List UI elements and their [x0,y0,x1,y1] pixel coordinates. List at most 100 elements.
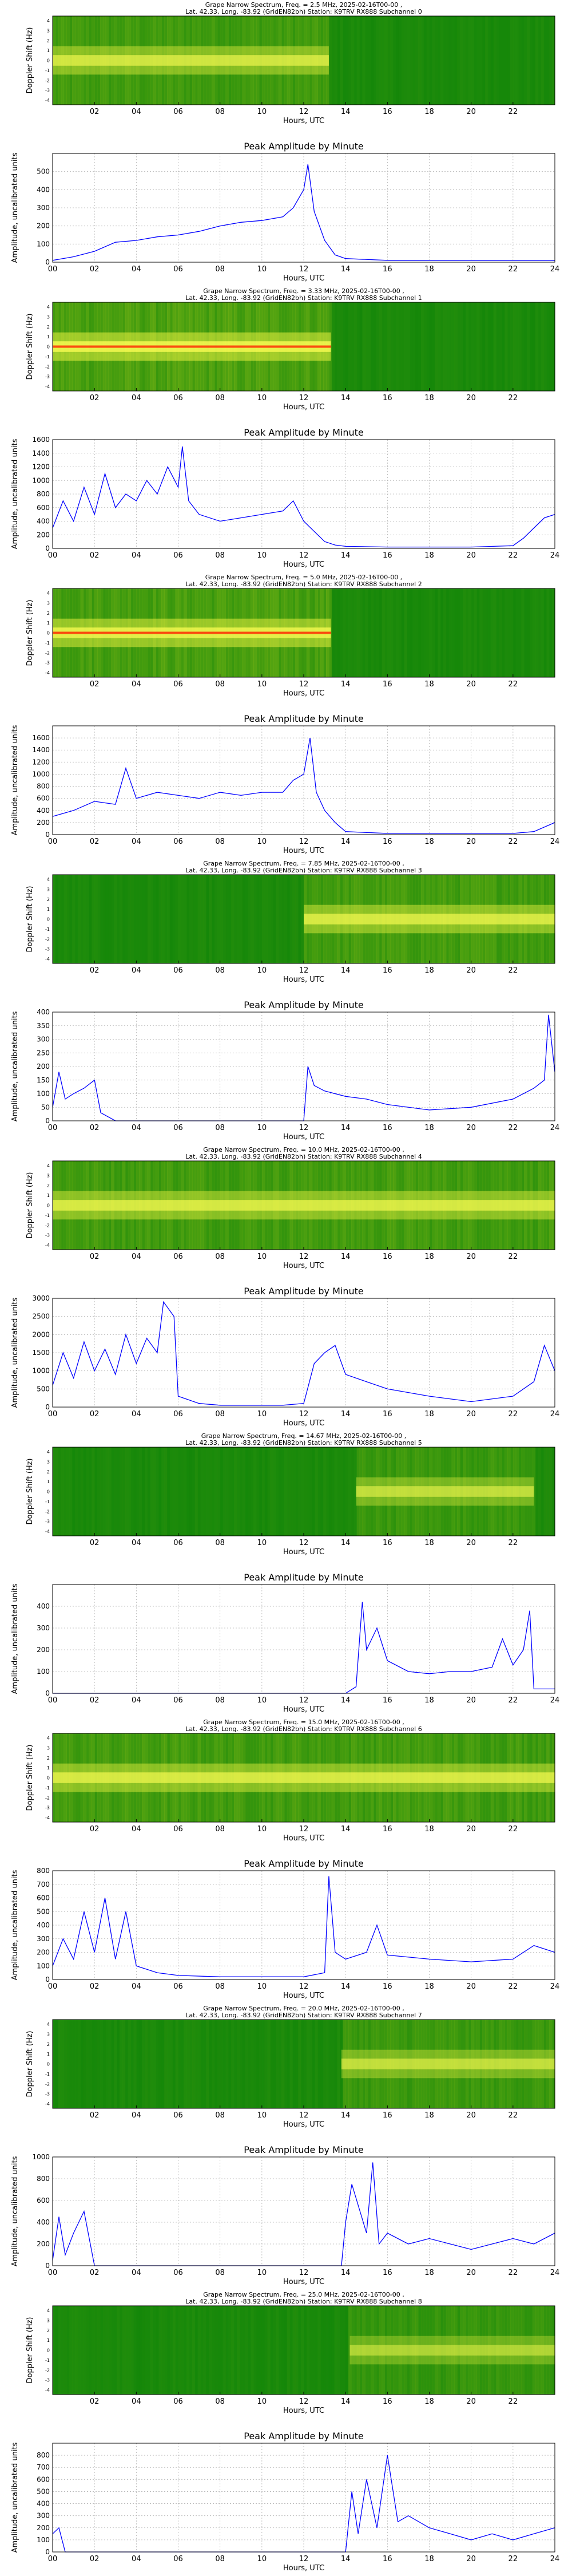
spectrogram-column [435,588,438,677]
spectrogram-column [532,588,536,677]
spectrogram-column [515,588,519,677]
spectrogram-column [485,302,488,391]
spectrogram-column [356,16,360,105]
spectrogram-column [97,875,101,963]
spectrogram-column [161,2306,165,2395]
spectrogram-column [468,588,472,677]
spectrogram-column [373,16,377,105]
spectrogram-column [298,2306,301,2395]
amplitude-xtick-label: 06 [173,551,183,560]
spectrogram-column [298,875,301,963]
spectrogram-column [432,588,435,677]
spectrogram-xtick-label: 12 [299,108,309,116]
spectrogram-column [120,1447,123,1536]
spectrogram-column [340,1447,343,1536]
amplitude-ytick-label: 0 [45,544,50,552]
spectrogram-column [535,16,539,105]
spectrogram-column [147,875,151,963]
spectrogram-column [384,2306,388,2395]
spectrogram-column [331,2020,335,2108]
spectrogram-column [77,2020,81,2108]
amplitude-ytick-label: 200 [37,819,50,827]
spectrogram-column [513,302,517,391]
spectrogram-xtick-label: 10 [257,1539,267,1547]
spectrogram-xtick-label: 06 [173,680,183,689]
spectrogram-xtick-label: 12 [299,1825,309,1834]
spectrogram-column [292,2306,296,2395]
spectrogram-column [457,588,460,677]
spectrogram-column [231,875,235,963]
amplitude-ytick-label: 100 [37,1090,50,1098]
amplitude-xlabel: Hours, UTC [283,847,324,855]
spectrogram-column [53,875,56,963]
spectrogram-column [156,875,159,963]
spectrogram-ylabel: Doppler Shift (Hz) [26,2031,34,2097]
spectrogram-column [423,588,427,677]
spectrogram-column [66,1447,70,1536]
amplitude-xtick-label: 16 [383,1696,392,1705]
spectrogram-column [214,1447,218,1536]
spectrogram-ytick-label: -4 [45,2388,50,2393]
spectrogram-column [304,2306,307,2395]
spectrogram-column [94,1447,98,1536]
spectrogram-column [253,875,257,963]
spectrogram-column [184,875,187,963]
spectrogram-column [515,16,519,105]
spectrogram-xtick-label: 18 [424,966,434,975]
spectrogram-ytick-label: -4 [45,2101,50,2107]
spectrogram-column [507,302,511,391]
spectrogram-column [306,1447,310,1536]
spectrogram-column [251,875,254,963]
spectrogram-column [228,1447,232,1536]
spectrogram-ytick-label: 3 [47,600,50,606]
spectrogram-column [139,2306,142,2395]
spectrogram-xtick-label: 18 [424,680,434,689]
amplitude-xlabel: Hours, UTC [283,560,324,569]
spectrogram-column [485,2306,488,2395]
spectrogram-column [111,2020,114,2108]
spectrogram-xtick-label: 08 [215,966,225,975]
spectrogram-column [552,16,555,105]
spectrogram-column [482,302,486,391]
spectrogram-column [521,302,525,391]
amplitude-ytick-label: 0 [45,1403,50,1411]
spectrogram-column [292,2020,296,2108]
amplitude-ytick-label: 500 [37,1385,50,1393]
spectrogram-xtick-label: 02 [90,394,100,402]
spectrogram-column [463,2306,466,2395]
spectrogram-xtick-label: 04 [132,1253,141,1261]
spectrogram-column [432,2306,435,2395]
spectrogram-column [351,16,355,105]
spectrogram-column [362,588,366,677]
spectrogram-ytick-label: -1 [45,1213,50,1218]
spectrogram-column [345,302,349,391]
spectrogram-column [382,588,386,677]
amplitude-frame [52,1870,555,1980]
spectrogram-column [97,2306,101,2395]
spectrogram-column [535,588,539,677]
amplitude-ytick-label: 200 [37,531,50,539]
spectrogram-column [273,2020,276,2108]
spectrogram-column [289,1447,293,1536]
spectrogram-carrier-line [53,345,331,348]
amplitude-xtick-label: 12 [299,2555,309,2563]
amplitude-ytick-label: 400 [37,2500,50,2508]
amplitude-xtick-label: 02 [90,1982,100,1991]
spectrogram-column [287,875,291,963]
spectrogram-column [541,1447,545,1536]
amplitude-xtick-label: 14 [341,1410,351,1419]
spectrogram-column [114,2306,117,2395]
spectrogram-column [66,2306,70,2395]
spectrogram-column [217,2306,221,2395]
amplitude-ylabel: Amplitude, uncalibrated units [11,1297,19,1408]
spectrogram-column [304,2020,307,2108]
spectrogram-column [482,588,486,677]
spectrogram-column [538,16,542,105]
spectrogram-column [359,588,363,677]
spectrogram-column [524,2306,527,2395]
spectrogram-column [281,2020,285,2108]
spectrogram-column [353,2306,357,2395]
amplitude-xtick-label: 24 [550,837,560,846]
spectrogram-column [535,2306,539,2395]
amplitude-ytick-label: 700 [37,1880,50,1888]
